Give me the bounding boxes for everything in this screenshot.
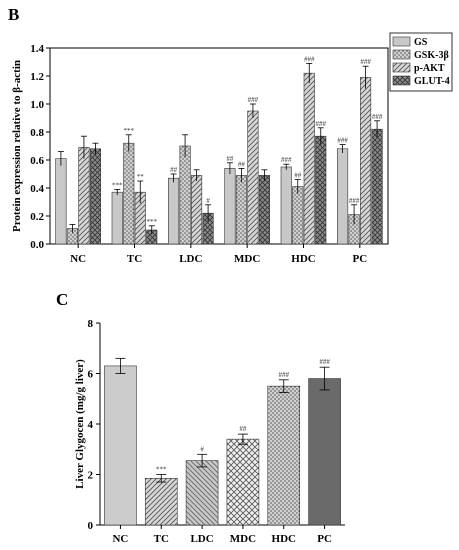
y-tick-label: 0 — [88, 520, 94, 532]
legend-label: GSK-3β — [414, 50, 449, 61]
y-axis-title: Protein expression relative to β-actin — [11, 60, 23, 232]
category-label: MDC — [230, 533, 256, 545]
y-tick-label: 0.4 — [30, 183, 44, 195]
significance-label: ### — [279, 371, 290, 379]
significance-label: # — [200, 445, 204, 453]
category-label: PC — [317, 533, 332, 545]
y-axis-title: Liver Glygocen (mg/g liver) — [74, 359, 86, 489]
bar — [267, 385, 301, 526]
legend-swatch — [392, 36, 411, 47]
legend-label: GS — [414, 37, 428, 48]
significance-label: *** — [147, 218, 158, 226]
chart-c: 0 2 4 6 8 Liver Glygocen (mg/g liver) NC *** TC #… — [74, 318, 345, 545]
significance-label: ### — [349, 197, 360, 205]
bar — [247, 110, 259, 245]
bar — [185, 460, 219, 526]
legend-label: GLUT-4 — [414, 76, 450, 87]
significance-label: ## — [294, 172, 302, 180]
bar — [280, 166, 292, 245]
panel-label-b: B — [8, 5, 19, 24]
category-label: NC — [112, 533, 128, 545]
significance-label: ## — [170, 166, 178, 174]
bar — [144, 477, 178, 526]
bar — [55, 158, 67, 245]
bar — [258, 175, 270, 245]
y-tick-label: 0.0 — [30, 239, 44, 251]
bar — [308, 378, 341, 526]
significance-label: ## — [238, 160, 246, 168]
bar — [226, 438, 260, 526]
legend-swatch — [392, 49, 411, 60]
bar — [292, 186, 304, 245]
y-tick-label: 0.6 — [30, 155, 44, 167]
significance-label: ## — [239, 425, 247, 433]
significance-label: *** — [124, 127, 135, 135]
significance-label: ### — [316, 120, 327, 128]
bar — [123, 142, 135, 245]
significance-label: *** — [156, 466, 167, 474]
category-label: LDC — [190, 533, 213, 545]
bar — [224, 168, 236, 245]
significance-label: ### — [360, 58, 371, 66]
category-label: HDC — [291, 253, 316, 265]
category-label: TC — [127, 253, 142, 265]
y-tick-label: 0.8 — [30, 127, 44, 139]
bar — [235, 175, 247, 245]
significance-label: ### — [372, 113, 383, 121]
category-label: MDC — [234, 253, 260, 265]
legend-swatch — [392, 75, 411, 86]
bar — [104, 365, 137, 526]
significance-label: ** — [137, 173, 145, 181]
significance-label: ### — [304, 55, 315, 63]
bar — [360, 77, 372, 245]
legend-label: p-AKT — [414, 63, 445, 74]
y-tick-label: 2 — [88, 470, 94, 482]
bar — [111, 191, 123, 245]
category-label: NC — [70, 253, 86, 265]
category-label: HDC — [272, 533, 297, 545]
y-tick-label: 8 — [88, 318, 94, 330]
y-tick-label: 1.0 — [30, 99, 44, 111]
significance-label: ## — [226, 155, 234, 163]
bar — [371, 128, 383, 245]
significance-label: ### — [337, 137, 348, 145]
category-label: TC — [154, 533, 169, 545]
significance-label: # — [206, 197, 210, 205]
significance-label: *** — [112, 181, 123, 189]
panel-label-c: C — [56, 290, 68, 309]
bar — [191, 175, 203, 245]
significance-label: ### — [319, 358, 330, 366]
significance-label: ### — [281, 156, 292, 164]
bar — [179, 145, 191, 245]
bar — [315, 135, 327, 245]
y-tick-label: 1.2 — [30, 71, 44, 83]
y-tick-label: 6 — [88, 369, 94, 381]
bar — [337, 148, 349, 245]
bar — [303, 72, 315, 245]
bar — [78, 147, 90, 245]
category-label: LDC — [179, 253, 202, 265]
category-label: PC — [352, 253, 367, 265]
plot-frame — [49, 47, 389, 245]
y-tick-label: 1.4 — [30, 43, 44, 55]
legend-swatch — [392, 62, 411, 73]
y-tick-label: 0.2 — [30, 211, 44, 223]
y-tick-label: 4 — [88, 419, 94, 431]
significance-label: ### — [248, 96, 259, 104]
bar — [89, 148, 101, 245]
bar — [168, 177, 180, 245]
chart-b: 0.0 0.2 0.4 0.6 0.8 1.0 1.2 1.4 Protein expressi… — [11, 32, 453, 265]
